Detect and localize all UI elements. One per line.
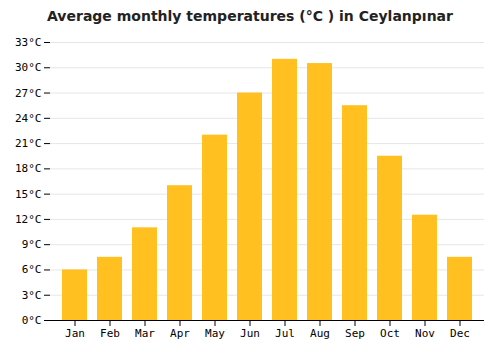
svg-text:Nov: Nov [415,327,435,340]
svg-text:18°C: 18°C [15,162,42,175]
svg-text:Aug: Aug [310,327,330,340]
svg-text:15°C: 15°C [15,188,42,201]
svg-text:Jun: Jun [240,327,260,340]
svg-text:Dec: Dec [450,327,470,340]
svg-text:0°C: 0°C [22,314,42,327]
svg-text:Mar: Mar [135,327,155,340]
html-text:Average monthly temperatures (: Average monthly temperatures (°C ) in Ce… [47,8,453,24]
svg-text:Apr: Apr [170,327,190,340]
svg-text:Jan: Jan [65,327,85,340]
svg-text:30°C: 30°C [15,61,42,74]
svg-text:Jul: Jul [275,327,295,340]
svg-text:Oct: Oct [380,327,400,340]
svg-text:Sep: Sep [345,327,365,340]
svg-text:12°C: 12°C [15,213,42,226]
svg-text:3°C: 3°C [22,289,42,302]
svg-text:9°C: 9°C [22,238,42,251]
svg-text:6°C: 6°C [22,263,42,276]
svg-text:21°C: 21°C [15,137,42,150]
svg-text:Feb: Feb [100,327,120,340]
svg-text:27°C: 27°C [15,87,42,100]
svg-text:24°C: 24°C [15,112,42,125]
svg-text:33°C: 33°C [15,36,42,49]
svg-text:May: May [205,327,225,340]
